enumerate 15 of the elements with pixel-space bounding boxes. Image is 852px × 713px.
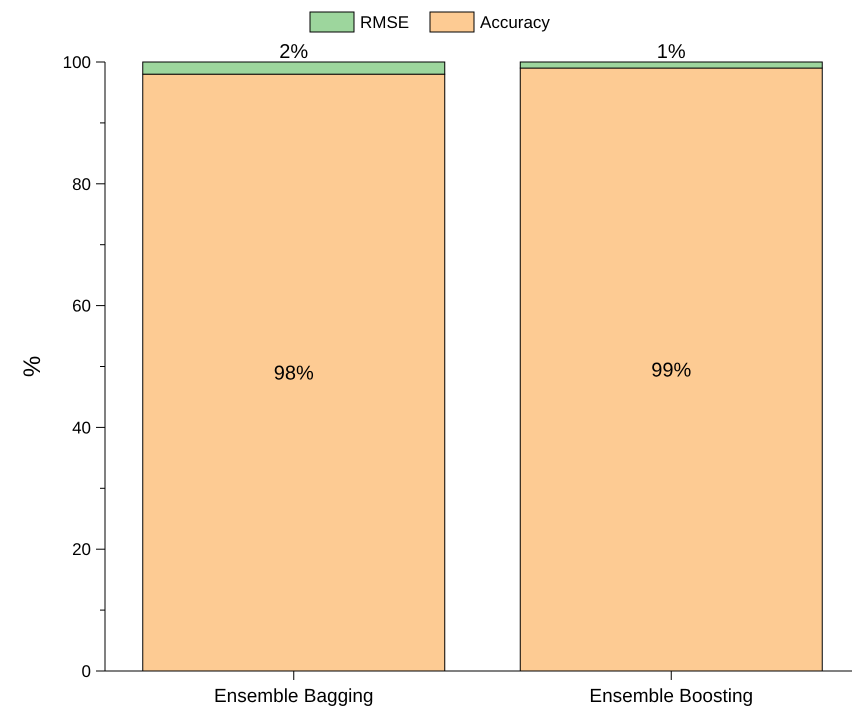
data-label: 1%	[656, 41, 686, 63]
legend-label: Accuracy	[480, 12, 550, 32]
x-tick-label: Ensemble Boosting	[589, 686, 754, 707]
legend-label: RMSE	[360, 12, 410, 32]
y-tick-label: 80	[72, 174, 91, 194]
y-tick-label: 100	[62, 52, 91, 72]
y-tick-label: 0	[82, 662, 91, 681]
x-tick-label: Ensemble Bagging	[214, 686, 374, 707]
y-axis-title: %	[19, 356, 46, 378]
data-label: 99%	[651, 360, 692, 382]
data-label: 98%	[274, 362, 314, 385]
data-label: 2%	[279, 41, 308, 63]
y-tick-label: 60	[72, 296, 91, 316]
y-tick-label: 20	[72, 540, 91, 560]
y-tick-label: 40	[72, 418, 91, 438]
